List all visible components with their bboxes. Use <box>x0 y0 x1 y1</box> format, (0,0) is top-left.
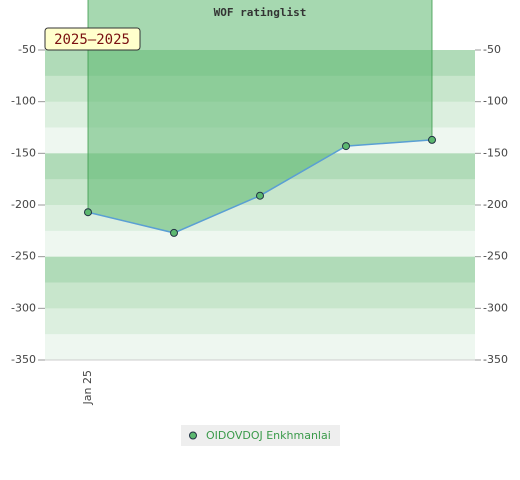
y2-tick-label: -350 <box>483 353 508 366</box>
y-tick-label: -300 <box>11 301 36 314</box>
y2-tick-label: -100 <box>483 95 508 108</box>
y-tick-label: -200 <box>11 198 36 211</box>
marker <box>256 191 264 200</box>
marker <box>84 208 92 217</box>
band <box>45 308 475 335</box>
y2-tick-label: -150 <box>483 146 508 159</box>
y2-tick-label: -50 <box>483 43 501 56</box>
plot: -350 -300 -250 -200 -150 -100 -50 -350 -300 -250 -… <box>11 0 508 405</box>
y-tick-label: -150 <box>11 146 36 159</box>
marker <box>428 135 436 144</box>
legend-box <box>181 425 340 446</box>
y-tick-label: -50 <box>18 43 36 56</box>
y-tick-label: -350 <box>11 353 36 366</box>
y-tick-label: -250 <box>11 250 36 263</box>
x-tick-label: Jan 25 <box>81 370 94 405</box>
band <box>45 256 475 283</box>
badge-box <box>44 27 141 51</box>
y2-tick-label: -200 <box>483 198 508 211</box>
band <box>45 230 475 258</box>
marker <box>170 228 178 237</box>
marker <box>342 142 350 151</box>
y-tick-label: -100 <box>11 95 36 108</box>
band <box>45 334 475 361</box>
chart-title: WOF ratinglist <box>214 6 307 19</box>
legend-label[interactable]: OIDOVDOJ Enkhmanlai <box>206 429 331 442</box>
band <box>45 282 475 309</box>
y2-tick-label: -250 <box>483 250 508 263</box>
legend-marker <box>189 431 197 440</box>
y2-tick-label: -300 <box>483 301 508 314</box>
badge: 2025–2025 <box>54 32 130 48</box>
